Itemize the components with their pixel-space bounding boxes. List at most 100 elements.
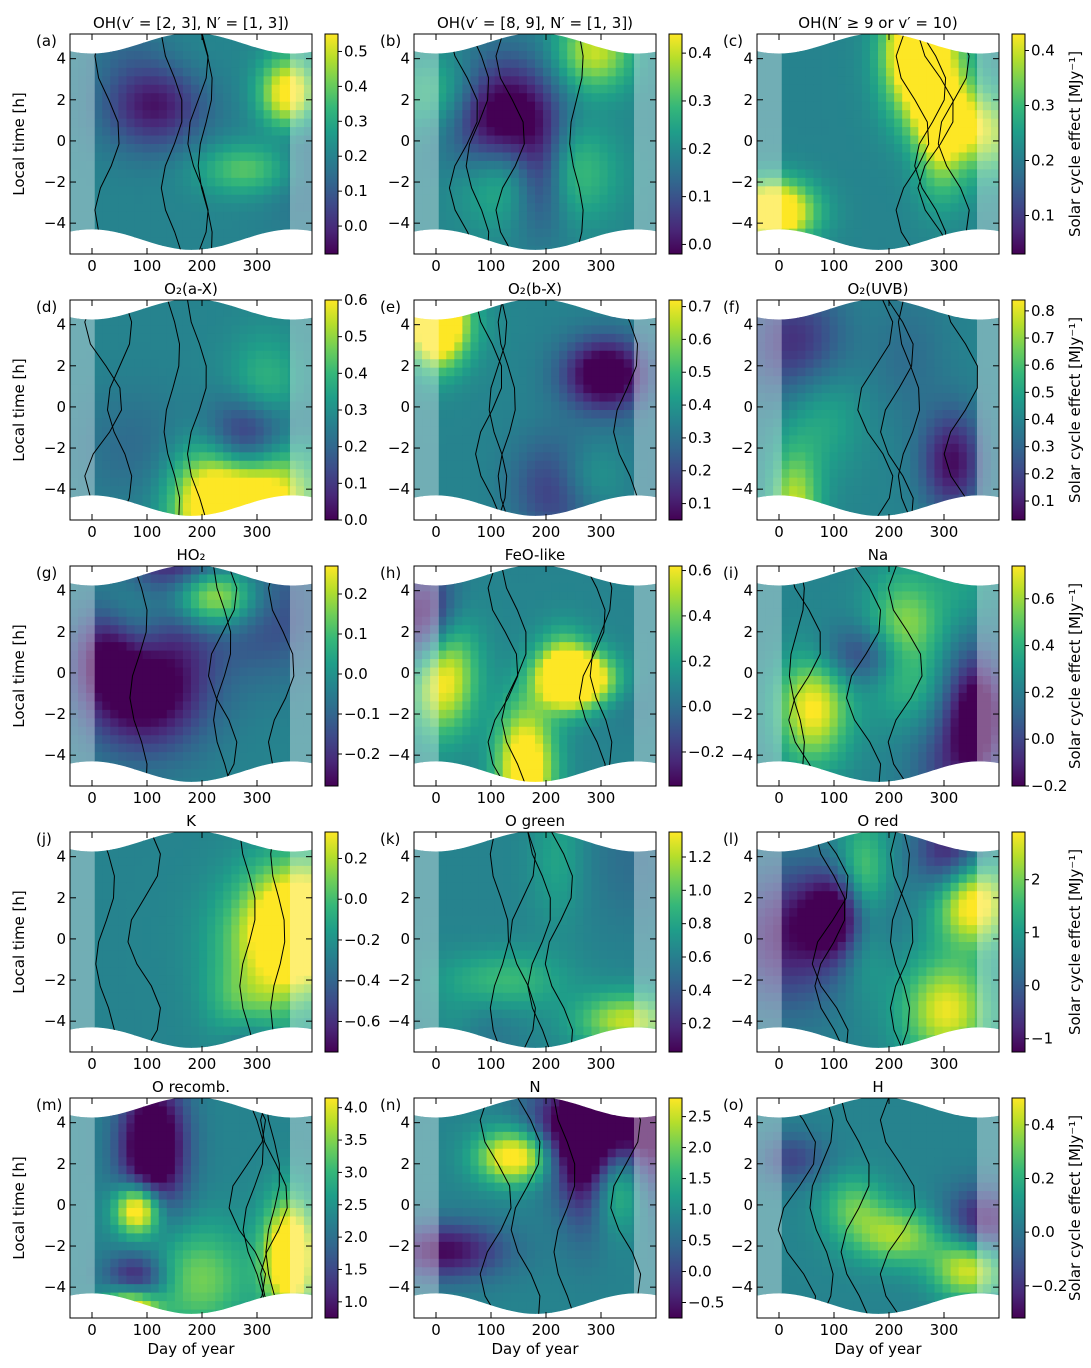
heatmap-cell: [118, 469, 128, 479]
heatmap-cell: [599, 443, 609, 453]
heatmap-cell: [263, 393, 273, 403]
heatmap-cell: [934, 152, 944, 162]
heatmap-cell: [781, 42, 790, 52]
heatmap-cell: [182, 67, 192, 77]
heatmap-cell: [486, 101, 496, 111]
axes-frame: [69, 33, 313, 255]
colorbar-tick-label: 0.4: [688, 396, 712, 414]
heatmap-cell: [869, 152, 879, 162]
heatmap-cell: [845, 186, 855, 196]
heatmap-cell: [599, 376, 609, 386]
heatmap-cell: [70, 101, 79, 111]
heatmap-cell: [805, 211, 815, 221]
heatmap-cell: [118, 300, 128, 310]
heatmap-cell: [813, 59, 823, 69]
heatmap-cell: [918, 308, 927, 318]
heatmap-cell: [454, 245, 463, 250]
heatmap-cell: [813, 477, 823, 487]
heatmap-cell: [829, 76, 839, 86]
heatmap-cell: [974, 469, 984, 479]
heatmap-cell: [599, 460, 609, 470]
heatmap-cell: [789, 426, 798, 436]
heatmap-cell: [295, 342, 305, 352]
heatmap-cell: [166, 144, 176, 154]
heatmap-cell: [551, 50, 560, 60]
heatmap-cell: [551, 127, 560, 137]
heatmap-cell: [231, 401, 240, 411]
heatmap-cell: [575, 245, 584, 250]
heatmap-cell: [535, 325, 544, 335]
heatmap-cell: [470, 228, 480, 238]
heatmap-cell: [102, 426, 111, 436]
heatmap-cell: [199, 477, 208, 487]
heatmap-cell: [462, 443, 472, 453]
heatmap-cell: [853, 84, 863, 94]
heatmap-cell: [845, 203, 855, 213]
heatmap-cell: [446, 401, 455, 411]
heatmap-cell: [510, 384, 520, 394]
heatmap-cell: [239, 101, 249, 111]
heatmap-cell: [861, 101, 871, 111]
heatmap-cell: [303, 118, 312, 128]
heatmap-cell: [853, 203, 863, 213]
heatmap-cell: [926, 245, 936, 250]
heatmap-cell: [902, 169, 911, 179]
heatmap-cell: [422, 76, 431, 86]
heatmap-cell: [486, 160, 496, 170]
heatmap-cell: [430, 316, 439, 326]
heatmap-cell: [599, 393, 609, 403]
heatmap-cell: [438, 376, 447, 386]
heatmap-cell: [438, 152, 447, 162]
heatmap-cell: [287, 503, 297, 513]
heatmap-cell: [470, 350, 480, 360]
heatmap-cell: [647, 203, 656, 213]
heatmap-cell: [894, 503, 903, 513]
heatmap-cell: [845, 118, 855, 128]
heatmap-cell: [166, 194, 176, 204]
heatmap-cell: [934, 308, 944, 318]
heatmap-cell: [918, 426, 927, 436]
y-tick-label: −2: [44, 173, 66, 191]
heatmap-cell: [974, 393, 984, 403]
heatmap-cell: [518, 110, 528, 120]
heatmap-cell: [271, 76, 281, 86]
y-tick-label: 0: [400, 398, 410, 416]
heatmap-cell: [438, 469, 447, 479]
heatmap-cell: [902, 194, 911, 204]
heatmap-cell: [910, 401, 919, 411]
heatmap-cell: [462, 503, 472, 513]
heatmap-cell: [765, 186, 774, 196]
heatmap-cell: [942, 50, 952, 60]
heatmap-cell: [295, 186, 305, 196]
heatmap-cell: [295, 84, 305, 94]
heatmap-cell: [950, 325, 960, 335]
heatmap-cell: [462, 469, 472, 479]
heatmap-cell: [182, 469, 192, 479]
heatmap-cell: [239, 110, 249, 120]
heatmap-cell: [599, 426, 609, 436]
heatmap-cell: [86, 228, 95, 238]
heatmap-cell: [631, 160, 641, 170]
heatmap-cell: [102, 84, 111, 94]
heatmap-cell: [615, 93, 625, 103]
heatmap-cell: [647, 50, 656, 60]
heatmap-cell: [102, 503, 111, 513]
heatmap-cell: [894, 42, 903, 52]
heatmap-cell: [478, 342, 488, 352]
heatmap-cell: [821, 300, 831, 310]
heatmap-cell: [559, 160, 568, 170]
heatmap-cell: [239, 50, 249, 60]
heatmap-cell: [78, 316, 87, 326]
heatmap-cell: [239, 359, 249, 369]
heatmap-cell: [446, 435, 455, 445]
heatmap-cell: [607, 460, 617, 470]
heatmap-cell: [118, 401, 128, 411]
heatmap-cell: [543, 34, 552, 44]
heatmap-cell: [647, 469, 656, 479]
heatmap-cell: [142, 211, 152, 221]
heatmap-cell: [199, 50, 208, 60]
heatmap-cell: [757, 359, 766, 369]
heatmap-cell: [773, 359, 782, 369]
heatmap-cell: [789, 110, 798, 120]
heatmap-cell: [70, 308, 79, 318]
